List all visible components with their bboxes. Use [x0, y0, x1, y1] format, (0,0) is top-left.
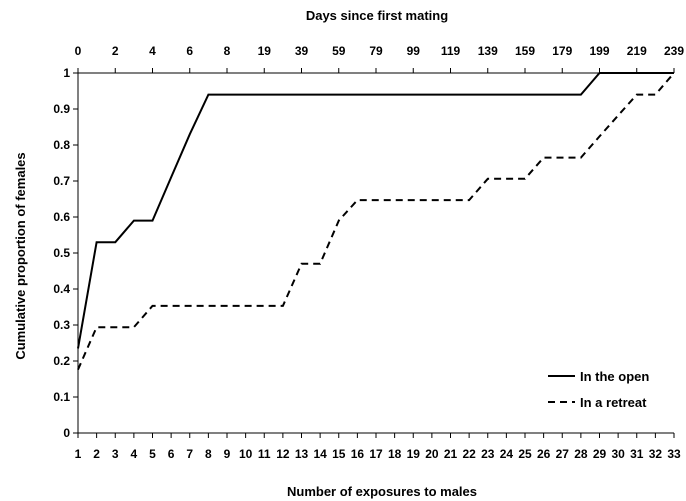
- x-tick-label: 1: [75, 447, 82, 461]
- top-tick-label: 99: [407, 44, 421, 58]
- x-tick-label: 9: [224, 447, 231, 461]
- x-tick-label: 2: [93, 447, 100, 461]
- top-tick-label: 19: [258, 44, 272, 58]
- y-tick-label: 1: [63, 66, 70, 80]
- series-layer: [77, 72, 675, 371]
- x-tick-label: 30: [611, 447, 625, 461]
- y-tick-label: 0.1: [53, 390, 70, 404]
- y-tick-label: 0.6: [53, 210, 70, 224]
- x-tick-label: 24: [500, 447, 514, 461]
- x-tick-label: 15: [332, 447, 346, 461]
- legend-label-open: In the open: [580, 369, 649, 384]
- x-tick-label: 33: [667, 447, 681, 461]
- y-tick-label: 0.9: [53, 102, 70, 116]
- top-tick-label: 2: [112, 44, 119, 58]
- x-tick-label: 17: [369, 447, 383, 461]
- x-tick-label: 22: [462, 447, 476, 461]
- y-axis-title: Cumulative proportion of females: [13, 152, 28, 359]
- x-tick-label: 8: [205, 447, 212, 461]
- y-tick-label: 0.3: [53, 318, 70, 332]
- x-tick-label: 18: [388, 447, 402, 461]
- top-tick-label: 139: [478, 44, 498, 58]
- series-in-the-open: [77, 72, 674, 349]
- x-tick-label: 27: [556, 447, 570, 461]
- top-tick-label: 159: [515, 44, 535, 58]
- x-tick-label: 21: [444, 447, 458, 461]
- top-tick-label: 39: [295, 44, 309, 58]
- top-tick-label: 239: [664, 44, 684, 58]
- top-axis-title: Days since first mating: [306, 8, 448, 23]
- top-tick-label: 119: [441, 44, 461, 58]
- x-tick-label: 6: [168, 447, 175, 461]
- y-tick-label: 0: [63, 426, 70, 440]
- series-line: [77, 72, 674, 349]
- x-tick-label: 12: [276, 447, 290, 461]
- x-tick-label: 10: [239, 447, 253, 461]
- x-tick-label: 23: [481, 447, 495, 461]
- top-tick-label: 59: [332, 44, 346, 58]
- top-tick-label: 219: [627, 44, 647, 58]
- x-tick-label: 3: [112, 447, 119, 461]
- top-tick-label: 0: [75, 44, 82, 58]
- top-tick-label: 8: [224, 44, 231, 58]
- y-tick-label: 0.8: [53, 138, 70, 152]
- top-tick-label: 6: [186, 44, 193, 58]
- x-tick-label: 16: [351, 447, 365, 461]
- x-tick-label: 7: [186, 447, 193, 461]
- x-tick-label: 5: [149, 447, 156, 461]
- x-tick-label: 19: [407, 447, 421, 461]
- y-tick-label: 0.2: [53, 354, 70, 368]
- x-axis-title: Number of exposures to males: [287, 484, 477, 499]
- top-tick-label: 179: [552, 44, 572, 58]
- x-tick-label: 32: [649, 447, 663, 461]
- x-tick-label: 31: [630, 447, 644, 461]
- x-tick-label: 4: [131, 447, 138, 461]
- x-tick-label: 14: [313, 447, 327, 461]
- series-in-a-retreat: [77, 72, 675, 371]
- x-tick-label: 25: [518, 447, 532, 461]
- x-tick-label: 29: [593, 447, 607, 461]
- x-tick-label: 28: [574, 447, 588, 461]
- y-tick-label: 0.4: [53, 282, 70, 296]
- series-line: [77, 72, 675, 371]
- legend: In the open In a retreat: [548, 369, 649, 410]
- top-tick-label: 4: [149, 44, 156, 58]
- y-tick-label: 0.5: [53, 246, 70, 260]
- x-tick-label: 20: [425, 447, 439, 461]
- top-tick-label: 79: [369, 44, 383, 58]
- legend-label-retreat: In a retreat: [580, 395, 647, 410]
- x-tick-label: 26: [537, 447, 551, 461]
- y-tick-label: 0.7: [53, 174, 70, 188]
- axes: 00.10.20.30.40.50.60.70.80.911 2 3 4 5 6 7 8 9 10…: [53, 44, 684, 461]
- x-tick-label: 13: [295, 447, 309, 461]
- x-tick-label: 11: [258, 447, 271, 461]
- top-tick-label: 199: [589, 44, 609, 58]
